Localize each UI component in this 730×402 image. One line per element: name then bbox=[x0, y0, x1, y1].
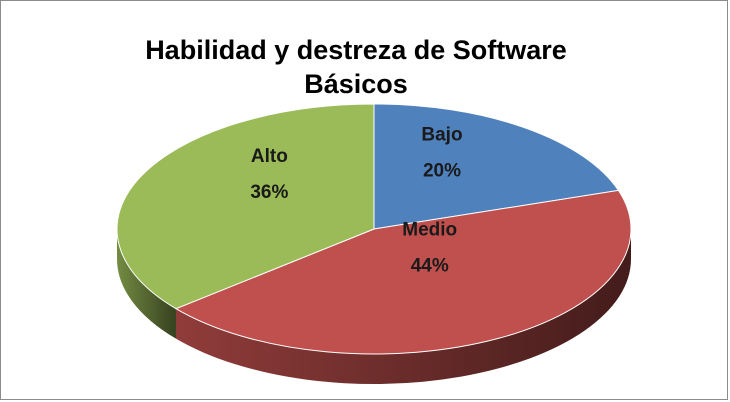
slice-label-value: 36% bbox=[250, 182, 288, 203]
slice-label-name: Bajo bbox=[421, 125, 462, 146]
slice-label-value: 20% bbox=[423, 161, 461, 182]
slice bbox=[174, 189, 632, 355]
slice-label-value: 44% bbox=[411, 255, 449, 276]
slice bbox=[116, 103, 375, 310]
chart-title: Habilidad y destreza de Software Básicos bbox=[145, 35, 567, 99]
slice-label-name: Medio bbox=[402, 219, 457, 240]
slice-side bbox=[117, 229, 176, 339]
slice-label-name: Alto bbox=[251, 146, 288, 167]
slice bbox=[373, 103, 620, 230]
slice-side bbox=[175, 229, 632, 385]
